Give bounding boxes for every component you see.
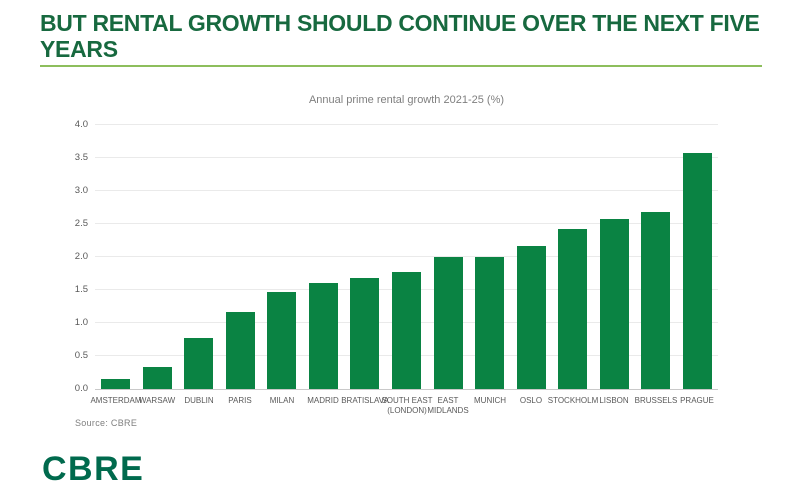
y-axis-tick-label: 1.5 <box>74 284 88 295</box>
bar <box>683 153 712 389</box>
chart-title: Annual prime rental growth 2021-25 (%) <box>308 94 505 106</box>
x-axis-category-label: SOUTH EAST (LONDON) <box>381 396 433 415</box>
y-axis-tick-label: 2.5 <box>74 218 88 229</box>
y-axis-tick-label: 4.0 <box>74 119 88 130</box>
x-axis-category-label: STOCKHOLM <box>547 396 599 405</box>
bar <box>184 338 213 389</box>
gridline <box>95 223 718 224</box>
x-axis-category-label: BRUSSELS <box>634 396 678 405</box>
bar <box>267 292 296 389</box>
x-axis-category-label: EAST MIDLANDS <box>427 396 469 415</box>
bar <box>350 278 379 389</box>
source-note: Source: CBRE <box>75 418 138 428</box>
gridline <box>95 124 718 125</box>
x-axis-category-label: MILAN <box>269 396 295 405</box>
cbre-logo: CBRE <box>42 450 145 488</box>
bar <box>143 367 172 389</box>
y-axis-tick-label: 1.0 <box>74 317 88 328</box>
bar <box>558 229 587 389</box>
title-underline <box>40 65 762 67</box>
x-axis-category-label: BRATISLAVA <box>341 396 389 405</box>
y-axis-tick-label: 0.5 <box>74 350 88 361</box>
page-title: BUT RENTAL GROWTH SHOULD CONTINUE OVER T… <box>40 10 760 62</box>
x-axis-category-label: AMSTERDAM <box>90 396 142 405</box>
x-axis-category-label: OSLO <box>519 396 543 405</box>
bar <box>641 212 670 389</box>
y-axis-tick-label: 2.0 <box>74 251 88 262</box>
y-axis-tick-label: 3.5 <box>74 152 88 163</box>
gridline <box>95 256 718 257</box>
bar <box>434 257 463 389</box>
bar <box>392 272 421 389</box>
bar <box>475 257 504 389</box>
x-axis-category-label: LISBON <box>599 396 629 405</box>
y-axis-tick-label: 3.0 <box>74 185 88 196</box>
x-axis-category-label: MADRID <box>307 396 339 405</box>
x-axis-category-label: WARSAW <box>138 396 176 405</box>
bar <box>600 219 629 389</box>
gridline <box>95 190 718 191</box>
x-axis-category-label: DUBLIN <box>184 396 214 405</box>
gridline <box>95 157 718 158</box>
y-axis-tick-label: 0.0 <box>74 383 88 394</box>
plot-area: 0.0 0.5 1.0 1.5 2.0 2.5 3.0 3.5 4.0 AMSTERDAM WARS… <box>75 119 718 415</box>
bar <box>226 312 255 389</box>
x-axis-category-label: PARIS <box>228 396 252 405</box>
bar <box>101 379 130 389</box>
bar <box>517 246 546 389</box>
x-axis-category-label: MUNICH <box>474 396 506 405</box>
bar <box>309 283 338 389</box>
x-axis-category-label: PRAGUE <box>680 396 714 405</box>
